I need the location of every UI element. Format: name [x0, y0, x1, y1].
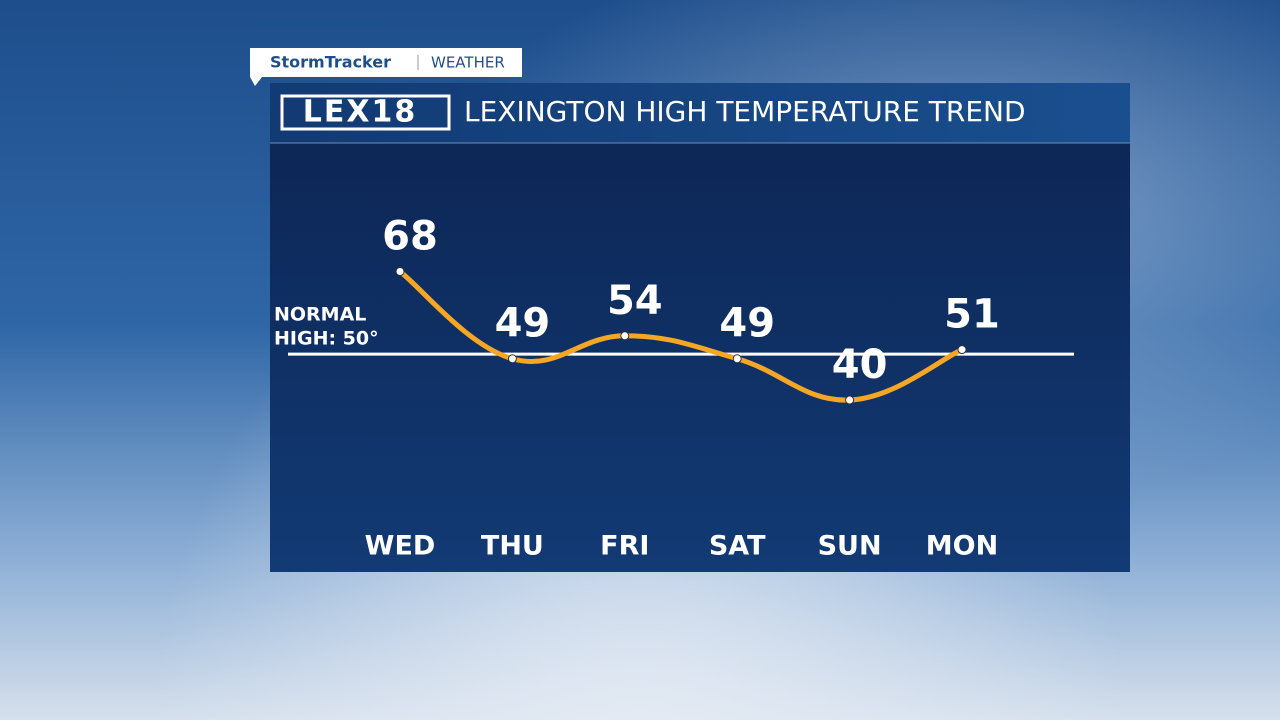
panel-header [270, 83, 1130, 143]
panel [270, 83, 1130, 572]
brand-tab [250, 48, 522, 86]
value-label: 51 [944, 292, 1000, 338]
point [507, 354, 517, 364]
point [620, 331, 630, 341]
logo-box [280, 94, 451, 131]
point [957, 345, 967, 355]
point [395, 267, 405, 277]
point [845, 395, 855, 405]
brand-show: StormTracker [270, 53, 391, 72]
value-label: 68 [382, 214, 438, 260]
normal-label: HIGH: 50° [274, 328, 379, 350]
value-label: 54 [607, 278, 663, 324]
x-tick-label: FRI [600, 531, 649, 562]
value-label: 49 [719, 301, 775, 347]
x-tick-label: THU [481, 531, 544, 562]
x-tick-label: WED [365, 531, 436, 562]
value-label: 40 [832, 342, 888, 388]
trend-line [397, 269, 965, 403]
value-label: 49 [495, 301, 551, 347]
logo: LEX18 [303, 95, 418, 130]
point [732, 354, 742, 364]
brand-section: WEATHER [431, 54, 505, 72]
x-tick-label: MON [926, 531, 998, 562]
x-tick-label: SUN [818, 531, 882, 562]
normal-label: NORMAL [274, 304, 366, 326]
x-tick-label: SAT [709, 531, 766, 562]
chart-title: LEXINGTON HIGH TEMPERATURE TREND [464, 95, 1026, 128]
